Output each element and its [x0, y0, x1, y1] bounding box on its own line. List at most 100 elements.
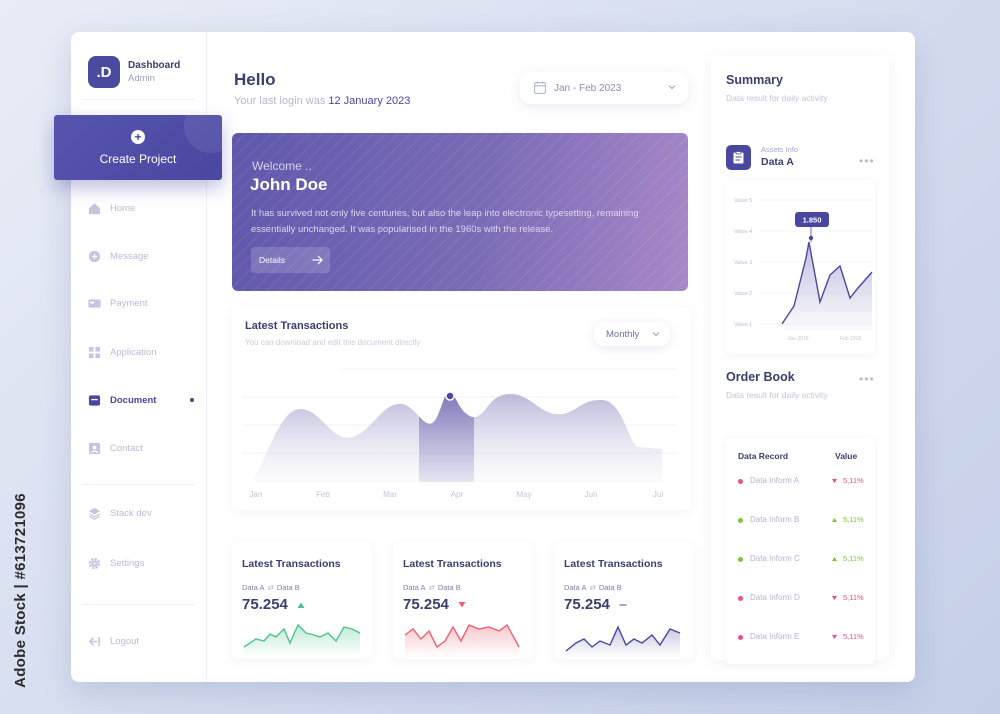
summary-line-chart: Value 5 Value 4 Value 3 Value 2 Value 1 1.85…: [734, 198, 873, 342]
status-dot: [738, 479, 743, 484]
sidebar-item-home[interactable]: Home: [88, 198, 198, 218]
period-value: Monthly: [606, 329, 640, 340]
logout-icon: [88, 636, 100, 646]
summary-chart-card: Value 5 Value 4 Value 3 Value 2 Value 1 1.85…: [726, 180, 875, 354]
trend-down-icon: [458, 602, 466, 608]
sidebar-divider: [83, 99, 195, 100]
sidebar-item-settings[interactable]: Settings: [88, 553, 198, 573]
chevron-down-icon: [668, 85, 676, 90]
mini-card-title: Latest Transactions: [242, 558, 341, 570]
month-label: Feb: [316, 490, 330, 499]
sidebar-item-label: Stack dev: [110, 507, 152, 519]
sparkline-chart: [404, 623, 520, 657]
sidebar-item-payment[interactable]: Payment: [88, 293, 198, 313]
trend-flat-icon: [619, 604, 627, 606]
more-options-icon[interactable]: •••: [859, 154, 875, 168]
arrow-right-icon: [312, 255, 323, 265]
brand-subtitle: Admin: [128, 73, 155, 84]
trend-down-icon: [831, 634, 838, 640]
mini-card-legend: Data A ⇄ Data B: [403, 583, 461, 592]
trend-up-icon: [297, 602, 305, 608]
sidebar-item-label: Settings: [110, 557, 145, 569]
banner-pattern: [232, 133, 688, 291]
trend-up-icon: [831, 517, 838, 523]
sparkline-chart: [565, 625, 681, 657]
table-row[interactable]: Data Inform A 5,11%: [726, 475, 875, 489]
highlighted-month-band: [419, 393, 474, 482]
date-range-value: Jan - Feb 2023: [554, 82, 622, 94]
month-label: Jul: [653, 490, 663, 499]
sidebar-item-application[interactable]: Application: [88, 342, 198, 362]
more-options-icon[interactable]: •••: [859, 372, 875, 386]
create-project-label: Create Project: [99, 152, 177, 166]
vertical-stock-label: Adobe Stock | #613721096: [11, 492, 29, 688]
grid-icon: [88, 346, 101, 358]
mini-card-title: Latest Transactions: [564, 558, 663, 570]
swap-icon: ⇄: [589, 583, 596, 592]
row-value: 5,11%: [843, 593, 864, 602]
sidebar-item-message[interactable]: Message: [88, 246, 198, 266]
summary-x-label: Feb 2018: [840, 336, 861, 342]
page-title: Hello: [234, 70, 276, 89]
table-row[interactable]: Data Inform C 5,11%: [726, 553, 875, 567]
summary-title: Summary: [726, 73, 783, 87]
sidebar-divider: [83, 484, 195, 485]
sidebar-item-label: Logout: [110, 635, 140, 647]
row-label: Data Inform D: [750, 593, 800, 602]
date-range-picker[interactable]: Jan - Feb 2023: [520, 72, 688, 104]
status-dot: [738, 557, 743, 562]
welcome-banner: Welcome .. John Doe It has survived not …: [232, 133, 688, 291]
table-row[interactable]: Data Inform E 5,11%: [726, 631, 875, 645]
summary-y-label: Value 4: [734, 229, 752, 235]
sidebar-item-label: Contact: [110, 442, 143, 454]
home-icon: [88, 202, 101, 214]
mini-transactions-card-2: Latest Transactions Data A ⇄ Data B 75.254: [393, 543, 533, 659]
plus-icon: +: [131, 130, 145, 144]
last-login-date: 12 January 2023: [328, 95, 411, 107]
series-b-label: Data B: [437, 583, 461, 592]
mini-card-value: 75.254: [564, 596, 610, 613]
mini-transactions-card-1: Latest Transactions Data A ⇄ Data B 75.254: [232, 543, 372, 659]
highlight-point[interactable]: [445, 391, 455, 401]
chevron-down-icon: [652, 332, 660, 337]
row-value: 5,11%: [843, 554, 864, 563]
month-label: Mar: [383, 490, 397, 499]
sidebar-item-contact[interactable]: Contact: [88, 438, 198, 458]
sparkline-chart: [243, 623, 361, 657]
table-row[interactable]: Data Inform B 5,11%: [726, 514, 875, 528]
series-a-label: Data A: [403, 583, 426, 592]
last-login-text: Your last login was 12 January 2023: [234, 95, 410, 107]
series-a-label: Data A: [564, 583, 587, 592]
month-label: May: [516, 490, 531, 499]
dashboard-window: .D Dashboard Admin + Create Project Home…: [54, 32, 915, 682]
period-select[interactable]: Monthly: [594, 322, 670, 346]
mini-card-legend: Data A ⇄ Data B: [242, 583, 300, 592]
series-b-label: Data B: [598, 583, 622, 592]
tooltip-box: [795, 212, 829, 227]
summary-line: [781, 241, 873, 325]
summary-subtitle: Data result for daily activity: [726, 93, 828, 103]
table-row[interactable]: Data Inform D 5,11%: [726, 592, 875, 606]
latest-transactions-panel: Latest Transactions You can download and…: [232, 307, 691, 510]
series-b-label: Data B: [276, 583, 300, 592]
mini-card-title: Latest Transactions: [403, 558, 502, 570]
summary-highlight-point[interactable]: [808, 235, 814, 241]
month-label: Jan: [250, 490, 263, 499]
sidebar-item-document[interactable]: Document: [88, 390, 198, 410]
summary-y-label: Value 3: [734, 260, 752, 266]
sidebar-item-stack-dev[interactable]: Stack dev: [88, 503, 198, 523]
create-project-button[interactable]: + Create Project: [54, 115, 222, 180]
row-value: 5,11%: [843, 515, 864, 524]
sidebar-divider: [83, 604, 195, 605]
contact-icon: [88, 442, 101, 454]
payment-icon: [88, 298, 101, 308]
sidebar-item-logout[interactable]: Logout: [88, 631, 198, 651]
row-value: 5,11%: [843, 632, 864, 641]
details-button[interactable]: Details: [251, 247, 330, 273]
summary-y-label: Value 2: [734, 291, 752, 297]
mini-card-value: 75.254: [242, 596, 288, 613]
month-label: Jun: [585, 490, 598, 499]
welcome-description: It has survived not only five centuries,…: [251, 208, 639, 235]
order-book-table: Data Record Value Data Inform A 5,11% Data…: [726, 438, 875, 664]
sidebar-item-label: Message: [110, 250, 149, 262]
